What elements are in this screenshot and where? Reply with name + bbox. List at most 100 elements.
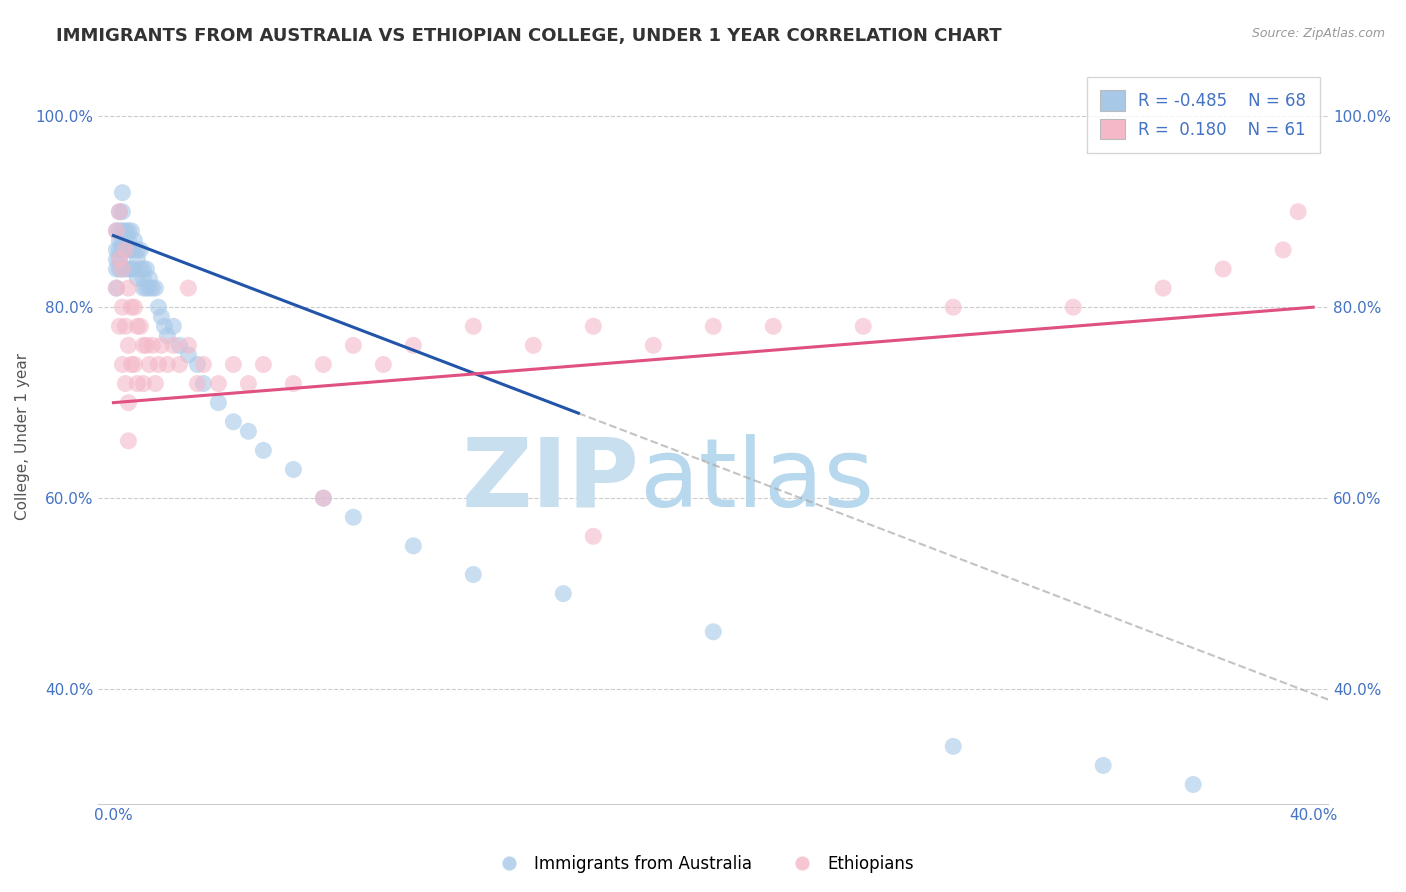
Point [207,376,229,391]
Point [150,338,173,352]
Point [1212,262,1234,277]
Point [177,281,200,295]
Point [177,338,200,352]
Point [702,624,724,639]
Point [207,395,229,409]
Point [111,300,134,314]
Point [141,281,163,295]
Point [114,319,136,334]
Point [762,319,785,334]
Point [283,376,305,391]
Point [108,204,131,219]
Point [135,338,157,352]
Point [111,358,134,372]
Point [120,300,142,314]
Text: IMMIGRANTS FROM AUSTRALIA VS ETHIOPIAN COLLEGE, UNDER 1 YEAR CORRELATION CHART: IMMIGRANTS FROM AUSTRALIA VS ETHIOPIAN C… [56,27,1002,45]
Point [105,262,128,277]
Point [1286,204,1309,219]
Point [312,491,335,505]
Text: Source: ZipAtlas.com: Source: ZipAtlas.com [1251,27,1385,40]
Point [1272,243,1295,257]
Point [117,434,139,448]
Point [108,319,131,334]
Point [120,224,142,238]
Point [138,281,160,295]
Y-axis label: College, Under 1 year: College, Under 1 year [15,352,30,520]
Point [124,233,146,247]
Point [222,415,245,429]
Point [129,243,152,257]
Point [108,252,131,267]
Point [1182,778,1205,792]
Point [238,425,260,439]
Point [127,271,149,285]
Point [373,358,395,372]
Point [145,281,167,295]
Point [111,204,134,219]
Point [138,358,160,372]
Legend: R = -0.485    N = 68, R =  0.180    N = 61: R = -0.485 N = 68, R = 0.180 N = 61 [1087,77,1320,153]
Point [162,319,184,334]
Point [942,300,965,314]
Point [193,358,215,372]
Point [111,262,134,277]
Point [124,300,146,314]
Point [108,243,131,257]
Point [105,281,128,295]
Point [193,376,215,391]
Point [312,358,335,372]
Point [186,358,208,372]
Point [129,319,152,334]
Point [342,510,364,524]
Point [162,338,184,352]
Point [111,243,134,257]
Point [124,262,146,277]
Point [553,586,575,600]
Point [148,358,170,372]
Point [252,443,274,458]
Point [186,376,208,391]
Point [124,243,146,257]
Point [111,233,134,247]
Point [312,491,335,505]
Point [132,338,155,352]
Point [169,338,191,352]
Point [111,262,134,277]
Point [132,262,155,277]
Point [169,358,191,372]
Point [127,319,149,334]
Point [702,319,724,334]
Point [153,319,176,334]
Point [114,262,136,277]
Point [177,348,200,362]
Point [582,529,605,543]
Text: atlas: atlas [640,434,875,526]
Point [111,186,134,200]
Point [117,243,139,257]
Point [124,358,146,372]
Point [522,338,544,352]
Point [117,281,139,295]
Point [238,376,260,391]
Text: ZIP: ZIP [461,434,640,526]
Point [138,271,160,285]
Point [105,224,128,238]
Point [148,300,170,314]
Point [105,243,128,257]
Point [127,243,149,257]
Point [132,281,155,295]
Point [222,358,245,372]
Point [150,310,173,324]
Point [1062,300,1084,314]
Point [108,224,131,238]
Point [643,338,665,352]
Point [114,233,136,247]
Point [342,338,364,352]
Point [120,262,142,277]
Point [402,338,425,352]
Point [127,252,149,267]
Point [127,376,149,391]
Point [582,319,605,334]
Point [117,224,139,238]
Point [117,262,139,277]
